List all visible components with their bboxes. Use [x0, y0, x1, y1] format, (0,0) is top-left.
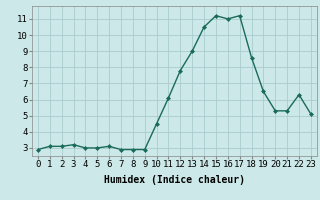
X-axis label: Humidex (Indice chaleur): Humidex (Indice chaleur) [104, 175, 245, 185]
